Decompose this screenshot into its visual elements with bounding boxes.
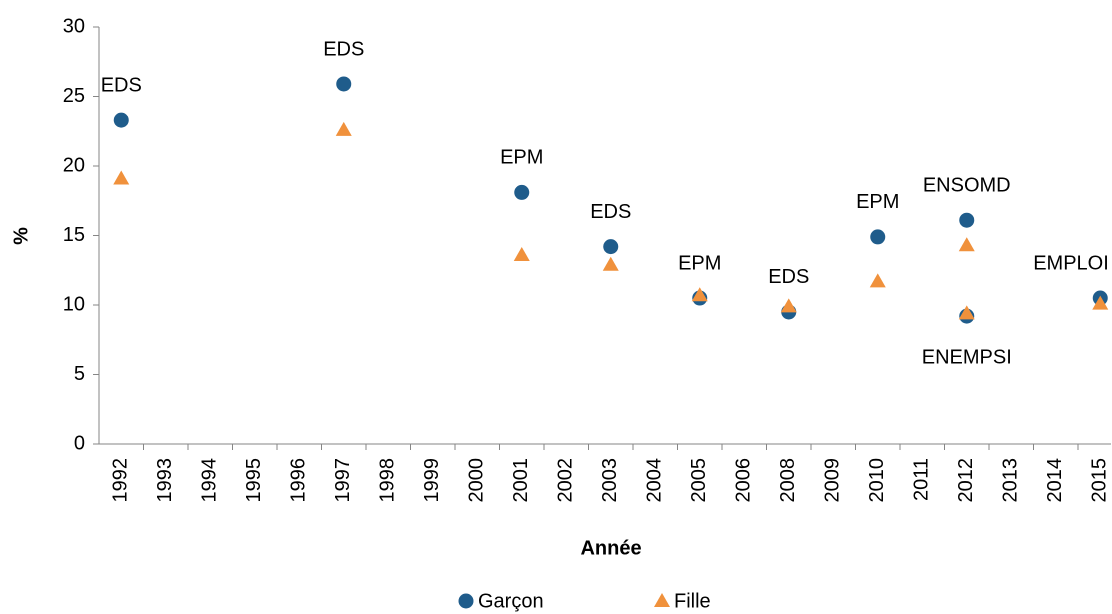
x-tick-label: 2008 — [777, 458, 799, 503]
point — [113, 112, 129, 128]
legend-marker — [458, 593, 474, 609]
x-tick-label: 2014 — [1044, 458, 1066, 503]
point-label: ENSOMD — [923, 174, 1011, 196]
x-tick-label: 2000 — [466, 458, 488, 503]
x-tick-label: 1999 — [421, 458, 443, 503]
x-tick-label: 1995 — [243, 458, 265, 503]
point-label: EDS — [101, 74, 142, 96]
x-tick-label: 2002 — [555, 458, 577, 503]
x-tick-label: 2011 — [911, 458, 933, 501]
legend-label: Fille — [674, 590, 711, 612]
point — [335, 121, 352, 136]
x-tick-label: 1996 — [288, 458, 310, 503]
point — [691, 287, 708, 302]
x-tick-label: 2006 — [733, 458, 755, 503]
x-tick-label: 1994 — [199, 458, 221, 503]
legend-marker — [654, 593, 670, 607]
y-axis-title: % — [10, 227, 32, 245]
point — [958, 237, 975, 252]
point — [514, 184, 530, 200]
point — [603, 239, 619, 255]
point — [1092, 295, 1109, 310]
x-tick-label: 2009 — [822, 458, 844, 503]
legend-label: Garçon — [478, 590, 544, 612]
x-tick-label: 1997 — [332, 458, 354, 503]
point-label: EDS — [590, 201, 631, 223]
point — [959, 212, 975, 228]
x-tick-label: 2003 — [599, 458, 621, 503]
point — [602, 256, 619, 271]
point-label: EPM — [500, 147, 543, 169]
point — [336, 76, 352, 92]
x-tick-label: 2005 — [688, 458, 710, 503]
x-axis-title: Année — [580, 537, 641, 559]
x-tick-label: 2013 — [1000, 458, 1022, 503]
y-tick-label: 25 — [63, 85, 85, 107]
x-tick-label: 2004 — [644, 458, 666, 503]
point-label: EMPLOI — [1033, 252, 1109, 274]
y-tick-label: 0 — [74, 432, 85, 454]
point-label: ENEMPSI — [922, 346, 1012, 368]
point-label: EPM — [856, 191, 899, 213]
point — [958, 305, 975, 320]
x-tick-label: 2001 — [510, 458, 532, 503]
point — [780, 298, 797, 313]
point-label: EDS — [323, 38, 364, 60]
y-tick-label: 10 — [63, 293, 85, 315]
y-tick-label: 15 — [63, 224, 85, 246]
y-tick-label: 5 — [74, 363, 85, 385]
x-tick-label: 2015 — [1089, 458, 1111, 503]
point-label: EDS — [768, 266, 809, 288]
y-tick-label: 30 — [63, 15, 85, 37]
point — [870, 229, 886, 245]
x-tick-label: 1992 — [110, 458, 132, 503]
point — [113, 170, 130, 185]
x-tick-label: 2010 — [866, 458, 888, 503]
point-label: EPM — [678, 252, 721, 274]
point — [869, 273, 886, 288]
x-tick-label: 1993 — [154, 458, 176, 503]
x-tick-label: 1998 — [377, 458, 399, 503]
y-tick-label: 20 — [63, 154, 85, 176]
point — [513, 246, 530, 261]
x-tick-label: 2012 — [955, 458, 977, 503]
